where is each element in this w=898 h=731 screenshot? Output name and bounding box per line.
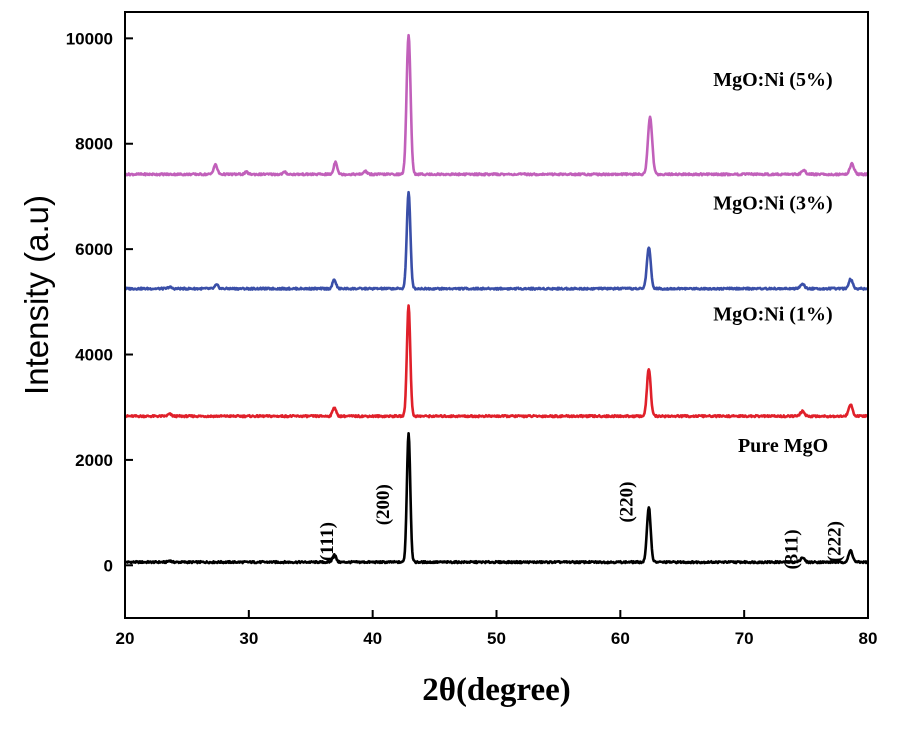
- x-axis-title: 2θ(degree): [422, 672, 571, 708]
- series-line: [124, 304, 869, 419]
- y-tick-label: 10000: [66, 29, 113, 48]
- label-layer: Pure MgO MgO:Ni (1%) MgO:Ni (3%) MgO:Ni (5%…: [317, 69, 846, 570]
- tick-layer: 20 30 40 50 60 70 80 0 2000 4000 6000 8000 10000: [66, 29, 878, 648]
- peak-annotation: (311): [781, 529, 802, 569]
- peak-annotation: (222): [825, 521, 846, 562]
- series-label: MgO:Ni (3%): [713, 193, 832, 215]
- x-tick-label: 70: [735, 629, 754, 648]
- y-tick-label: 6000: [75, 240, 113, 259]
- series-line: [123, 431, 869, 565]
- y-tick-label: 4000: [75, 346, 113, 365]
- y-axis-title: Intensity (a.u): [18, 195, 55, 395]
- series-layer: [123, 33, 870, 565]
- series-line: [123, 33, 870, 177]
- x-tick-label: 40: [363, 629, 382, 648]
- series-label: Pure MgO: [738, 435, 828, 457]
- x-tick-label: 20: [116, 629, 135, 648]
- y-tick-label: 8000: [75, 135, 113, 154]
- series-line: [124, 190, 870, 291]
- x-tick-label: 30: [239, 629, 258, 648]
- y-tick-label: 0: [104, 556, 113, 575]
- series-label: MgO:Ni (5%): [713, 69, 832, 91]
- x-tick-label: 50: [487, 629, 506, 648]
- series-label: MgO:Ni (1%): [713, 303, 832, 325]
- peak-annotation: (220): [617, 481, 638, 522]
- x-tick-label: 80: [859, 629, 878, 648]
- x-tick-label: 60: [611, 629, 630, 648]
- peak-annotation: (200): [373, 484, 394, 525]
- y-tick-label: 2000: [75, 451, 113, 470]
- peak-annotation: (111): [317, 522, 338, 561]
